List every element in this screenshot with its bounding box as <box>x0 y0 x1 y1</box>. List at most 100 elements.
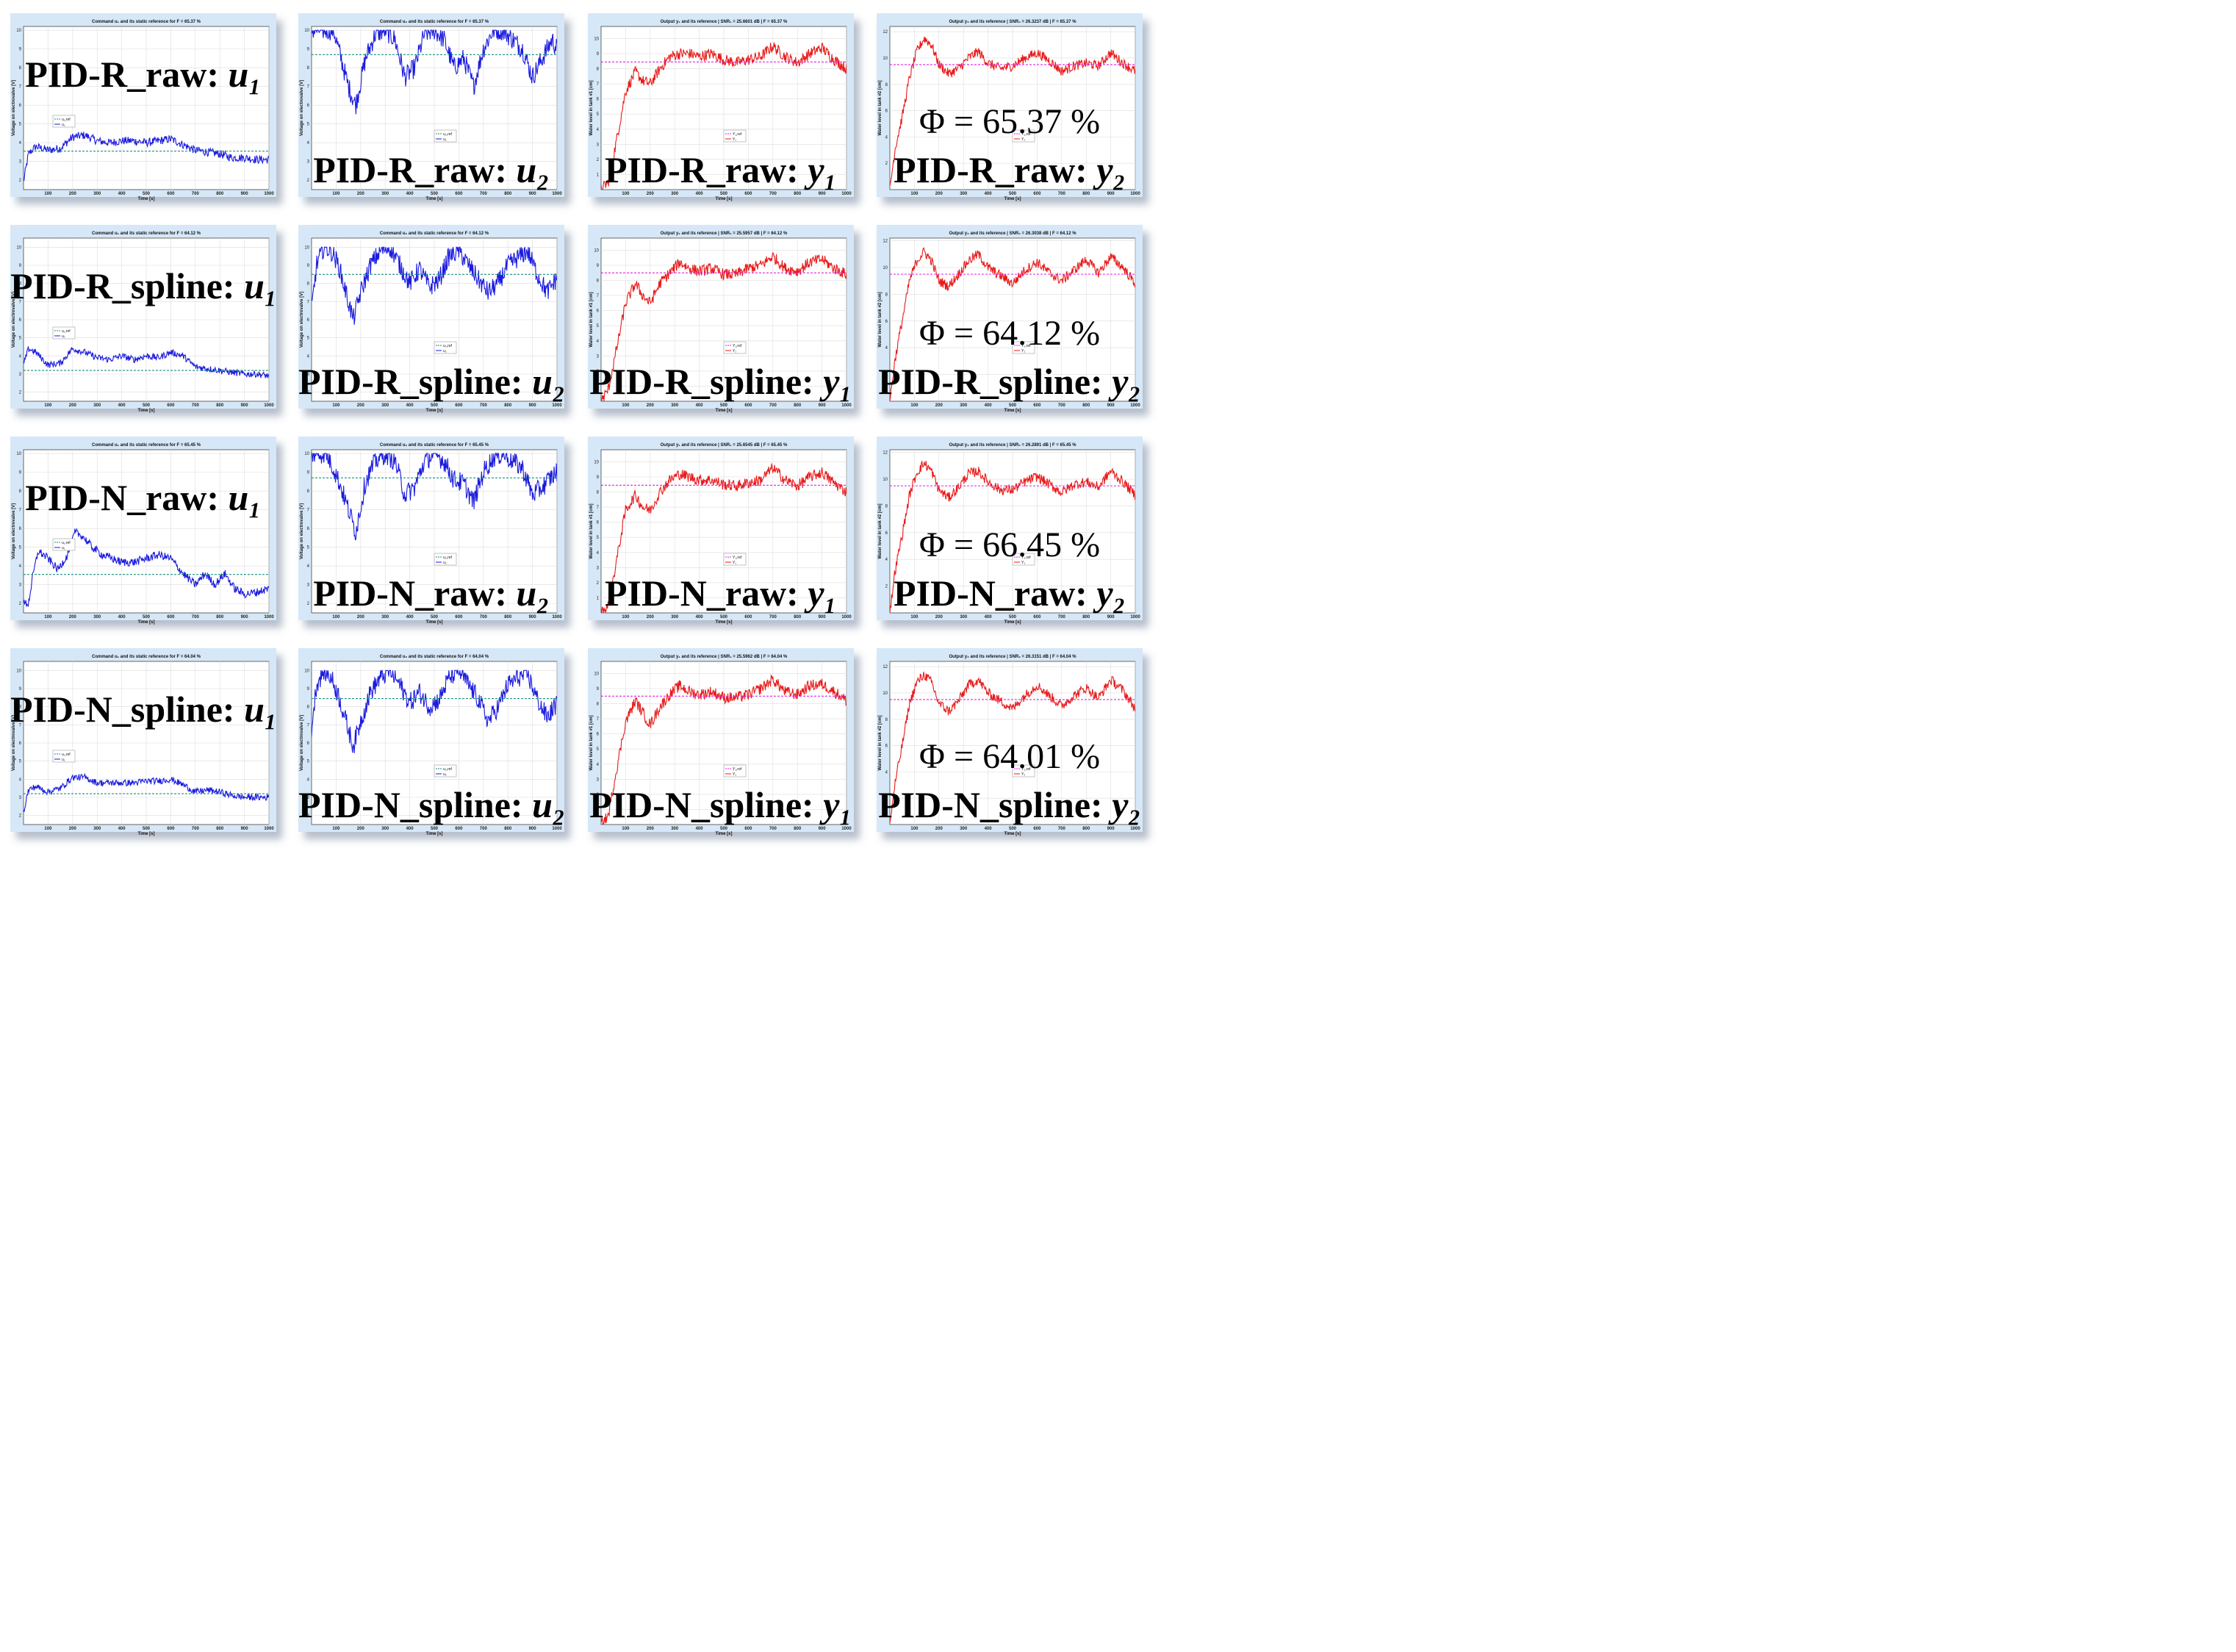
y-tick-label: 10 <box>304 29 309 33</box>
y-tick-label: 4 <box>597 551 600 556</box>
chart-title: Command u₂ and its static reference for … <box>380 20 489 24</box>
controller-label: PID-R_raw: u₁ <box>10 53 276 96</box>
y-tick-label: 3 <box>307 373 310 377</box>
chart-title: Output y₂ and its reference | SNR₂ = 26.… <box>949 20 1076 24</box>
y-tick-label: 8 <box>885 504 888 509</box>
chart-title: Command u₂ and its static reference for … <box>380 231 489 236</box>
x-tick-label: 100 <box>622 403 630 408</box>
y-tick-label: 10 <box>882 692 888 696</box>
y-tick-label: 6 <box>597 733 600 737</box>
x-tick-label: 500 <box>431 827 439 831</box>
chart-title: Command u₁ and its static reference for … <box>92 20 201 24</box>
y-tick-label: 3 <box>19 796 22 800</box>
x-tick-label: 1000 <box>1130 615 1140 620</box>
y-tick-label: 5 <box>597 747 600 752</box>
x-tick-label: 800 <box>794 403 802 408</box>
x-tick-label: 800 <box>794 192 802 196</box>
x-tick-label: 100 <box>910 192 919 196</box>
x-tick-label: 400 <box>118 403 126 408</box>
y-tick-label: 6 <box>19 318 22 323</box>
x-tick-label: 100 <box>622 192 630 196</box>
y-tick-label: 2 <box>19 179 22 183</box>
x-tick-label: 300 <box>381 192 389 196</box>
y-tick-label: 9 <box>307 48 310 52</box>
x-axis-label: Time [s] <box>716 832 733 836</box>
x-tick-label: 800 <box>1082 827 1090 831</box>
y-tick-label: 9 <box>597 687 600 692</box>
legend-label: u₁,ref <box>62 753 71 757</box>
x-tick-label: 700 <box>769 827 777 831</box>
series-line <box>601 42 846 190</box>
x-tick-label: 300 <box>381 827 389 831</box>
x-tick-label: 500 <box>720 827 728 831</box>
x-tick-label: 200 <box>935 403 943 408</box>
x-tick-label: 700 <box>1058 192 1066 196</box>
series-line <box>312 669 557 754</box>
x-tick-label: 100 <box>622 827 630 831</box>
y-tick-label: 2 <box>885 162 888 166</box>
controller-name: PID-R_spline: <box>10 265 245 306</box>
y-tick-label: 8 <box>885 83 888 87</box>
x-tick-label: 1000 <box>1130 827 1140 831</box>
x-tick-label: 100 <box>332 403 340 408</box>
series-line <box>24 131 269 182</box>
x-tick-label: 700 <box>769 615 777 620</box>
controller-label: PID-R_spline: u₁ <box>10 265 277 307</box>
legend-label: Y₁ <box>733 349 736 353</box>
signal-name: y₁ <box>823 784 852 825</box>
x-tick-label: 1000 <box>264 403 274 408</box>
legend-label: u₂,ref <box>443 132 453 137</box>
controller-label: PID-N_raw: y₁ <box>588 572 854 614</box>
y-tick-label: 5 <box>19 546 22 550</box>
controller-label: PID-N_spline: u₁ <box>10 688 277 730</box>
y-tick-label: 6 <box>19 104 22 108</box>
phi-value: Φ = 65.37 % <box>919 102 1101 141</box>
y-tick-label: 12 <box>882 30 888 35</box>
x-axis-label: Time [s] <box>426 832 443 836</box>
chart-svg: 100 200 300 400 500 600 700 800 900 1000 2 3 4 5 6 7 8 9 1… <box>300 20 562 201</box>
x-tick-label: 200 <box>935 827 943 831</box>
x-tick-label: 700 <box>1058 615 1066 620</box>
x-tick-label: 200 <box>69 192 77 196</box>
y-tick-label: 6 <box>307 527 310 531</box>
x-tick-label: 600 <box>167 192 175 196</box>
y-tick-label: 7 <box>19 509 22 513</box>
signal-name: u₂ <box>532 361 566 402</box>
x-tick-label: 400 <box>696 403 704 408</box>
x-tick-label: 100 <box>44 403 52 408</box>
y-tick-label: 10 <box>304 669 309 673</box>
x-tick-label: 200 <box>357 403 365 408</box>
x-tick-label: 200 <box>69 403 77 408</box>
signal-name: u₂ <box>532 784 566 825</box>
x-tick-label: 500 <box>431 192 439 196</box>
x-tick-label: 600 <box>744 615 752 620</box>
y-tick-label: 5 <box>597 536 600 540</box>
y-axis-label: Water level in tank #2 [cm] <box>878 80 882 135</box>
x-axis-label: Time [s] <box>716 409 733 413</box>
legend-label: u₁,ref <box>62 329 71 334</box>
chart-svg: 100 200 300 400 500 600 700 800 900 1000 1 2 3 4 5 6 7 8 9… <box>589 231 852 413</box>
y-tick-label: 8 <box>19 66 22 71</box>
legend-label: u₁ <box>62 758 65 762</box>
legend-label: u₁ <box>62 546 65 550</box>
x-axis-label: Time [s] <box>426 409 443 413</box>
legend-label: u₂ <box>443 561 447 565</box>
y-axis-label: Voltage on electrovalve [V] <box>300 292 304 348</box>
x-axis-label: Time [s] <box>1004 832 1021 836</box>
y-tick-label: 9 <box>19 264 22 268</box>
x-tick-label: 300 <box>960 403 968 408</box>
series-line <box>601 674 846 825</box>
y-tick-label: 8 <box>885 718 888 722</box>
legend-label: Y₁,ref <box>733 767 742 772</box>
legend-label: Y₂ <box>1021 561 1025 565</box>
y-tick-label: 2 <box>885 797 888 801</box>
y-tick-label: 12 <box>882 451 888 456</box>
series-line <box>24 528 269 608</box>
x-tick-label: 400 <box>696 827 704 831</box>
chart-svg: 100 200 300 400 500 600 700 800 900 1000 2 3 4 5 6 7 8 9 1… <box>12 443 274 625</box>
y-tick-label: 4 <box>307 564 310 569</box>
x-tick-label: 300 <box>93 827 101 831</box>
y-tick-label: 5 <box>19 123 22 127</box>
